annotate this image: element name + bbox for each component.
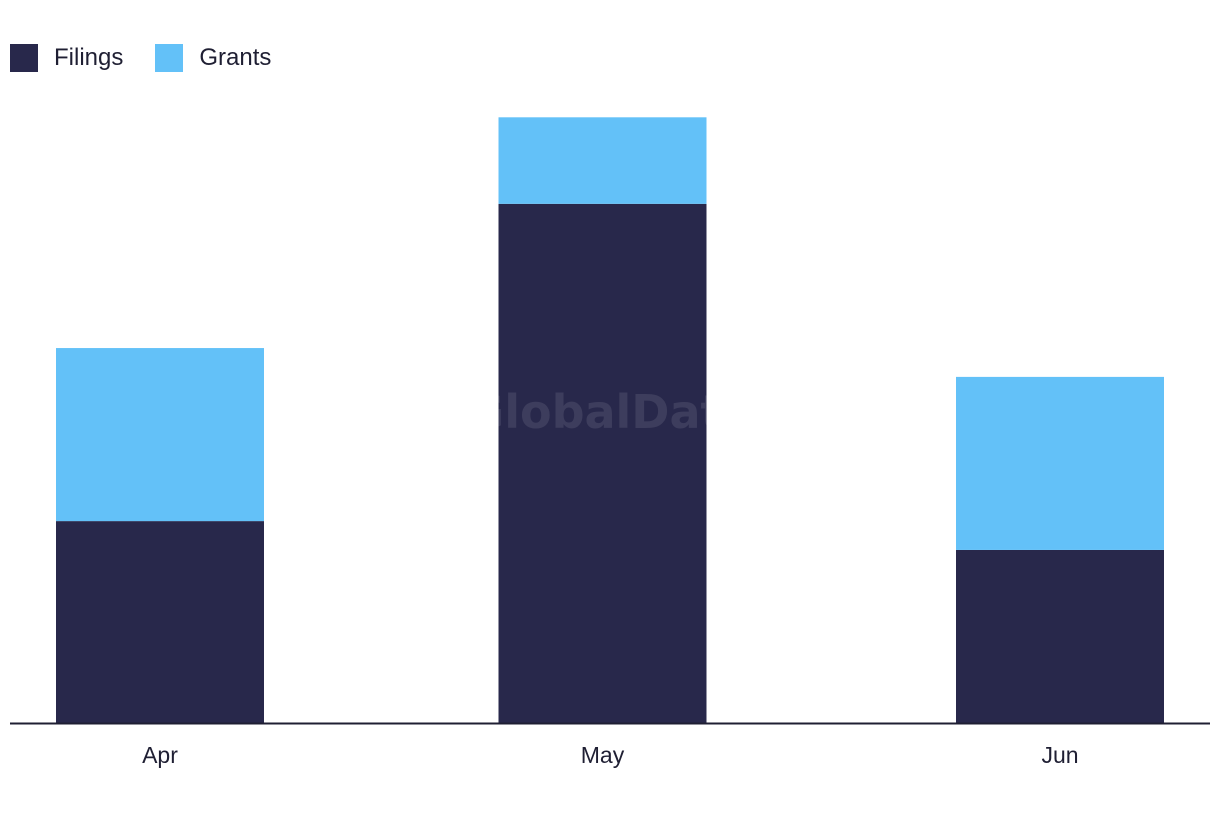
legend-swatch-grants [155, 44, 184, 72]
legend-item-filings: Filings [10, 44, 123, 72]
bars-group [56, 117, 1164, 724]
bar-grants-may [498, 117, 707, 204]
x-tick-labels: Apr May Jun [142, 742, 1078, 768]
bar-filings-may [498, 203, 707, 724]
legend-item-grants: Grants [155, 44, 271, 72]
legend-label-filings: Filings [54, 44, 124, 71]
x-tick-label-may: May [581, 742, 625, 768]
x-tick-label-jun: Jun [1041, 742, 1078, 768]
legend: Filings Grants [10, 44, 303, 72]
x-tick-label-apr: Apr [142, 742, 178, 768]
legend-swatch-filings [10, 44, 38, 72]
bar-filings-jun [956, 549, 1164, 723]
bar-grants-jun [956, 376, 1164, 550]
bar-filings-apr [56, 521, 264, 723]
legend-label-grants: Grants [199, 44, 272, 71]
bar-grants-apr [56, 348, 264, 522]
watermark: GlobalData [466, 385, 753, 439]
